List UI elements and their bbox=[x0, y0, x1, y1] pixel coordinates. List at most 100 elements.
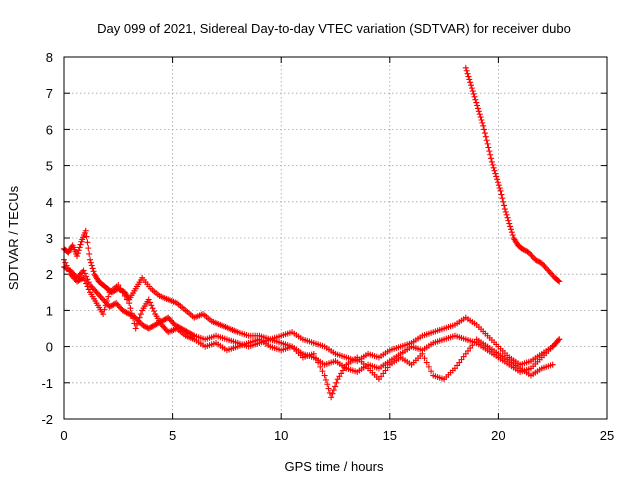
data-point bbox=[133, 321, 140, 328]
data-point bbox=[90, 268, 97, 275]
x-tick-label: 5 bbox=[169, 428, 176, 443]
data-point bbox=[90, 286, 97, 293]
y-tick-label: 6 bbox=[46, 122, 53, 137]
data-point bbox=[476, 111, 483, 118]
data-point bbox=[101, 306, 108, 313]
data-point bbox=[76, 244, 83, 251]
data-point bbox=[80, 267, 87, 274]
data-point bbox=[321, 372, 328, 379]
data-point bbox=[94, 290, 101, 297]
data-point bbox=[527, 250, 534, 257]
data-point bbox=[549, 343, 556, 350]
data-point bbox=[504, 214, 511, 221]
y-tick-label: -2 bbox=[41, 412, 53, 427]
y-tick-label: 7 bbox=[46, 86, 53, 101]
data-point bbox=[115, 282, 122, 289]
data-point bbox=[106, 303, 113, 310]
data-point bbox=[173, 322, 180, 329]
data-point bbox=[500, 198, 507, 205]
data-point bbox=[150, 322, 157, 329]
series-track-c bbox=[61, 256, 556, 401]
data-point bbox=[183, 328, 190, 335]
data-point bbox=[136, 314, 143, 321]
data-point bbox=[471, 93, 478, 100]
data-point bbox=[317, 363, 324, 370]
data-point bbox=[162, 326, 169, 333]
data-point bbox=[80, 274, 87, 281]
y-tick-label: 8 bbox=[46, 50, 53, 65]
data-point bbox=[322, 376, 329, 383]
data-point bbox=[470, 90, 477, 97]
data-point bbox=[507, 223, 514, 230]
data-point bbox=[74, 250, 81, 257]
data-point bbox=[487, 151, 494, 158]
data-point bbox=[551, 342, 558, 349]
y-axis-label: SDTVAR / TECUs bbox=[6, 185, 21, 290]
data-point bbox=[544, 266, 551, 273]
data-point bbox=[495, 182, 502, 189]
data-point bbox=[100, 311, 107, 318]
data-point bbox=[547, 270, 554, 277]
data-point bbox=[128, 310, 135, 317]
data-point bbox=[147, 299, 154, 306]
data-point bbox=[117, 285, 124, 292]
data-point bbox=[166, 316, 173, 323]
data-point bbox=[84, 276, 91, 283]
data-point bbox=[77, 241, 84, 248]
data-point bbox=[492, 170, 499, 177]
data-point bbox=[333, 379, 340, 386]
data-point bbox=[423, 359, 430, 366]
data-point bbox=[68, 272, 75, 279]
data-point bbox=[109, 302, 116, 309]
data-point bbox=[85, 279, 92, 286]
data-point bbox=[74, 253, 81, 260]
data-point bbox=[552, 340, 559, 347]
data-point bbox=[498, 191, 505, 198]
data-point bbox=[137, 311, 144, 318]
y-tick-label: 0 bbox=[46, 340, 53, 355]
data-point bbox=[167, 317, 174, 324]
data-point bbox=[324, 381, 331, 388]
data-point bbox=[66, 268, 73, 275]
data-point bbox=[165, 314, 172, 321]
data-point bbox=[115, 303, 122, 310]
data-point bbox=[328, 394, 335, 401]
x-tick-label: 10 bbox=[274, 428, 288, 443]
data-point bbox=[87, 259, 94, 266]
data-point bbox=[469, 88, 476, 95]
series-track-d bbox=[462, 64, 563, 285]
data-point bbox=[81, 277, 88, 284]
data-point bbox=[468, 82, 475, 89]
data-point bbox=[92, 287, 99, 294]
data-point bbox=[509, 232, 516, 239]
data-point bbox=[508, 229, 515, 236]
data-point bbox=[85, 286, 92, 293]
data-point bbox=[425, 363, 432, 370]
data-point bbox=[332, 383, 339, 390]
data-point bbox=[532, 256, 539, 263]
data-point bbox=[140, 322, 147, 329]
data-point bbox=[488, 155, 495, 162]
data-point bbox=[499, 195, 506, 202]
data-point bbox=[534, 258, 541, 265]
data-point bbox=[161, 324, 168, 331]
data-point bbox=[74, 278, 81, 285]
data-point bbox=[542, 264, 549, 271]
data-point bbox=[481, 130, 488, 137]
data-point bbox=[312, 355, 319, 362]
data-point bbox=[145, 325, 152, 332]
data-point bbox=[540, 261, 547, 268]
data-point bbox=[139, 321, 146, 328]
data-point bbox=[85, 245, 92, 252]
data-point bbox=[163, 315, 170, 322]
data-point bbox=[145, 296, 152, 303]
data-point bbox=[421, 355, 428, 362]
data-point bbox=[131, 320, 138, 327]
data-point bbox=[121, 292, 128, 299]
data-point bbox=[120, 308, 127, 315]
data-point bbox=[466, 76, 473, 83]
data-point bbox=[536, 258, 543, 265]
data-point bbox=[97, 293, 104, 300]
data-point bbox=[325, 385, 332, 392]
data-point bbox=[485, 144, 492, 151]
